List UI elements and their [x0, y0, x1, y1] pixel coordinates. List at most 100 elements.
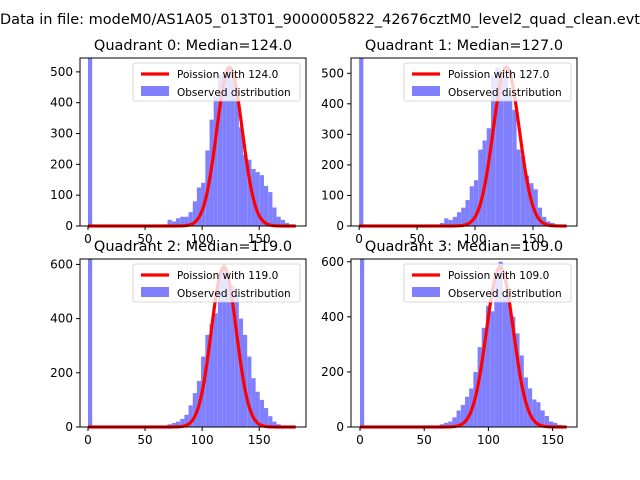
histogram-bar	[180, 216, 185, 226]
histogram-bar	[452, 216, 458, 226]
histogram-bar	[533, 189, 538, 226]
chart-title: Quadrant 2: Median=119.0	[94, 239, 292, 255]
histogram-bar	[553, 422, 558, 427]
legend-label-poisson: Poission with 119.0	[177, 270, 278, 282]
histogram-bar	[238, 127, 244, 226]
legend-swatch-observed	[141, 287, 169, 297]
y-tick-label: 0	[65, 219, 73, 233]
histogram-bar	[465, 200, 470, 226]
histogram-bar	[226, 275, 231, 427]
histogram-bar	[272, 421, 277, 427]
histogram-bar	[184, 216, 189, 226]
legend-box	[132, 263, 301, 303]
legend-swatch-observed	[141, 86, 169, 96]
legend-box	[403, 263, 572, 303]
histogram-bar	[515, 333, 520, 427]
y-tick-label: 0	[65, 420, 73, 434]
histogram-bar	[226, 68, 231, 226]
histogram-bar	[234, 96, 239, 226]
histogram-bar	[276, 216, 281, 226]
x-tick-label: 150	[248, 433, 271, 447]
histogram-bar	[222, 71, 227, 227]
histogram-bar	[184, 414, 189, 427]
chart-title: Quadrant 3: Median=109.0	[365, 239, 563, 255]
histogram-bar	[87, 259, 93, 427]
histogram-bar	[495, 67, 500, 226]
axes-frame	[79, 57, 307, 227]
y-tick-label: 200	[50, 366, 73, 380]
histogram-bar	[268, 192, 273, 226]
histogram-bar	[171, 221, 176, 226]
histogram-bar	[213, 96, 218, 226]
legend-label-poisson: Poission with 127.0	[448, 69, 549, 81]
legend-label-poisson: Poission with 109.0	[448, 270, 549, 282]
histogram-bar	[481, 327, 486, 427]
histogram-bar	[490, 311, 495, 427]
histogram-bar	[264, 408, 269, 427]
x-tick-label: 0	[355, 232, 363, 246]
y-tick-label: 0	[336, 219, 344, 233]
legend-label-observed: Observed distribution	[448, 288, 562, 300]
histogram-bar	[494, 278, 499, 427]
histogram-bar	[456, 410, 461, 427]
histogram-bar	[222, 264, 227, 427]
chart-title: Quadrant 1: Median=127.0	[365, 38, 563, 54]
chart-panel-quadrant-3: Quadrant 3: Median=109.0 0 50 100 150 0 200 400…	[321, 239, 578, 447]
histogram-bar	[520, 155, 526, 226]
x-tick-label: 0	[356, 433, 364, 447]
y-tick-label: 400	[321, 97, 344, 111]
histogram-bar	[443, 422, 449, 427]
histogram-bar	[444, 218, 449, 226]
x-tick-label: 50	[409, 232, 424, 246]
histogram-bar	[242, 155, 248, 226]
y-tick-label: 600	[50, 257, 73, 271]
histogram-bars	[359, 259, 566, 427]
y-tick-label: 200	[50, 157, 73, 171]
histogram-bar	[255, 391, 260, 427]
histogram-bar	[234, 294, 239, 427]
chart-title: Quadrant 0: Median=124.0	[94, 38, 292, 54]
histogram-bar	[259, 399, 264, 427]
histogram-bar	[478, 149, 483, 226]
histogram-bar	[456, 212, 462, 226]
histogram-bar	[272, 207, 277, 226]
histogram-bar	[503, 76, 508, 226]
legend-box	[132, 62, 301, 102]
y-tick-label: 400	[50, 312, 73, 326]
legend-box	[403, 62, 572, 102]
legend: Poission with 127.0 Observed distribution	[403, 62, 572, 102]
histogram-bar	[359, 58, 364, 226]
legend: Poission with 109.0 Observed distribution	[403, 263, 572, 303]
x-tick-label: 50	[137, 433, 152, 447]
histogram-bar	[512, 109, 517, 226]
y-tick-label: 400	[50, 96, 73, 110]
histogram-bar	[192, 393, 197, 427]
figure-suptitle: Data in file: modeM0/AS1A05_013T01_90000…	[0, 12, 640, 28]
histogram-bar	[255, 172, 260, 226]
histogram-bar	[544, 415, 549, 427]
x-tick-label: 0	[84, 232, 92, 246]
x-tick-label: 150	[248, 232, 271, 246]
legend: Poission with 124.0 Observed distribution	[132, 62, 301, 102]
x-tick-label: 150	[522, 232, 545, 246]
histogram-bar	[217, 74, 223, 226]
y-tick-label: 200	[321, 158, 344, 172]
histogram-bar	[536, 402, 541, 427]
histogram-bar	[549, 421, 554, 427]
histogram-bar	[247, 159, 252, 226]
legend-label-observed: Observed distribution	[448, 87, 562, 99]
histogram-bar	[525, 175, 530, 226]
histogram-bar	[213, 313, 218, 427]
x-tick-label: 100	[191, 232, 214, 246]
histogram-bar	[209, 324, 214, 427]
histogram-bar	[188, 405, 193, 427]
x-tick-label: 150	[541, 433, 564, 447]
axes-frame	[350, 258, 578, 428]
legend-swatch-observed	[412, 86, 440, 96]
histogram-bar	[537, 207, 543, 226]
x-tick-label: 50	[417, 433, 432, 447]
y-tick-label: 200	[321, 365, 344, 379]
x-tick-label: 50	[137, 232, 152, 246]
histogram-bar	[268, 416, 273, 427]
